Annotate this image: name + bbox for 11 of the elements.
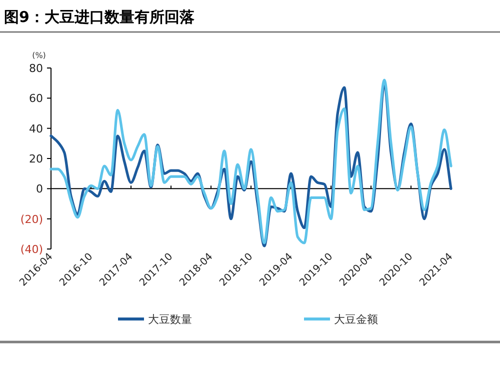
y-tick-label: 80 xyxy=(29,62,43,75)
y-tick-label: 0 xyxy=(36,182,43,196)
legend-label: 大豆数量 xyxy=(148,313,192,326)
y-tick-label: (40) xyxy=(20,243,43,256)
y-tick-label: 20 xyxy=(29,152,43,166)
y-axis-title: (%) xyxy=(32,51,46,60)
y-tick-label: (20) xyxy=(20,212,43,226)
chart-title: 图9：大豆进口数量有所回落 xyxy=(4,8,196,26)
y-tick-label: 60 xyxy=(29,92,43,106)
legend-label: 大豆金额 xyxy=(334,313,378,326)
y-tick-label: 40 xyxy=(29,122,43,136)
